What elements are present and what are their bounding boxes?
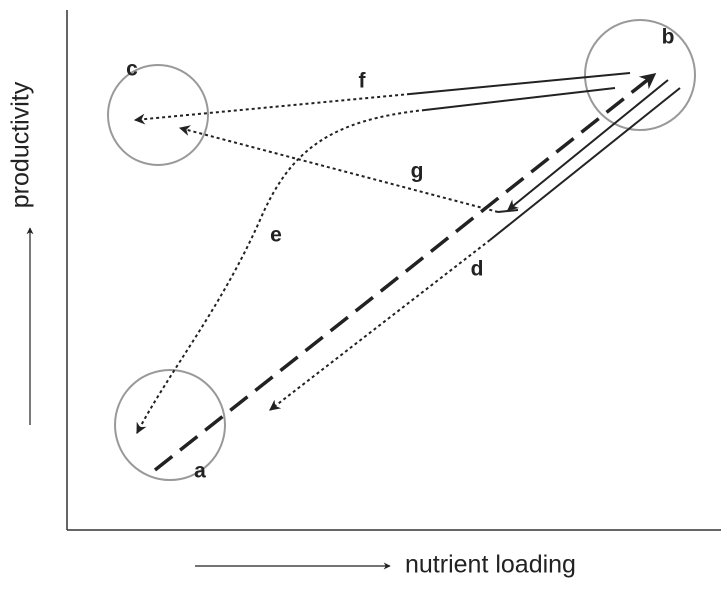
node-label: c — [126, 58, 138, 81]
path-label: e — [270, 224, 282, 247]
state-circle — [107, 64, 209, 166]
path-label: f — [359, 70, 367, 93]
state-circle — [584, 19, 696, 131]
path-label: g — [411, 160, 424, 183]
path-label: d — [471, 258, 484, 281]
path-arrow — [178, 125, 499, 213]
path-arrow — [269, 239, 491, 411]
path-arrow — [136, 109, 426, 434]
path-arrow — [153, 72, 657, 472]
path-line — [424, 87, 616, 111]
axes — [26, 10, 721, 570]
path-line — [489, 87, 681, 241]
node-label: b — [662, 26, 675, 49]
path-arrow — [133, 93, 411, 125]
node-label: a — [194, 460, 206, 483]
state-circle — [114, 369, 226, 481]
x-axis-label: nutrient loading — [405, 551, 576, 579]
y-axis-label: productivity — [7, 81, 35, 208]
path-line — [409, 72, 631, 95]
path-line — [497, 209, 519, 213]
path-arrow — [507, 79, 669, 211]
